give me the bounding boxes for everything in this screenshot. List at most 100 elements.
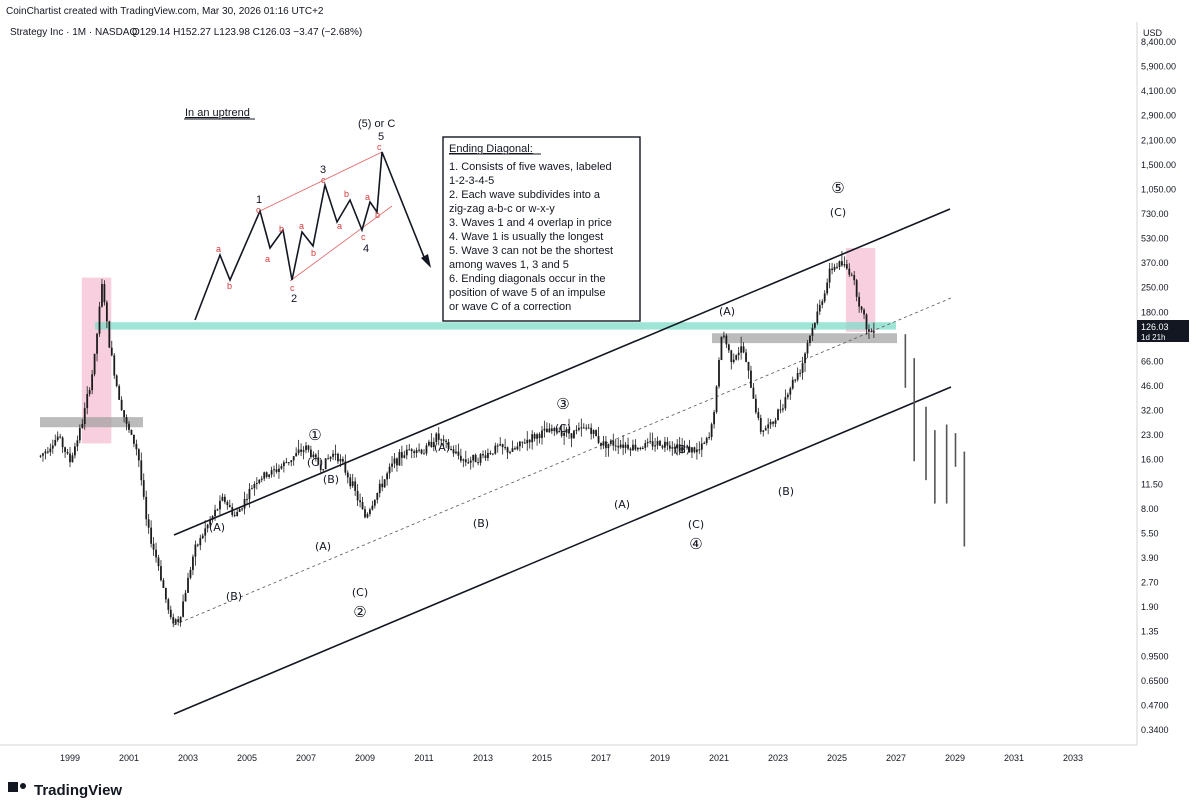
sub-letter-c: c (321, 175, 326, 185)
candle-body (64, 447, 66, 453)
candle-body (194, 544, 197, 557)
wave-degree-circle: ⑤ (831, 179, 844, 197)
candle-body (668, 445, 671, 449)
candle-body (619, 444, 622, 448)
candle-body (93, 353, 96, 375)
candle-body (634, 444, 637, 450)
candle-body (769, 421, 772, 425)
price-axis-label: 11.50 (1141, 479, 1163, 489)
diagonal-upper-line (259, 151, 383, 212)
price-axis-label: 4,100.00 (1141, 86, 1176, 96)
candle-body (295, 453, 298, 457)
candle-body (543, 428, 546, 431)
candle-body (725, 335, 728, 345)
sub-letter-a: a (299, 221, 304, 231)
candle-body (752, 387, 755, 399)
candle-body (459, 455, 462, 461)
sub-letter-b: b (311, 248, 316, 258)
candle-body (799, 372, 802, 374)
candle-body (447, 442, 450, 449)
candle-body (661, 445, 664, 448)
rule-line: 2. Each wave subdivides into a (449, 189, 601, 201)
price-axis-label: 46.00 (1141, 381, 1164, 391)
pink-highlight-zone (845, 247, 876, 332)
candle-body (477, 462, 479, 464)
price-axis-ticks[interactable]: 0.3400 0.4700 0.6500 0.9500 1.35 1.90 2.70 3.90… (1141, 37, 1176, 735)
candle-body (162, 580, 165, 588)
candle-body (858, 296, 861, 307)
candle-body (479, 454, 482, 463)
candle-body (128, 423, 130, 430)
candle-body (155, 549, 157, 558)
candle-body (457, 451, 460, 456)
inset-wave-4: 4 (363, 243, 369, 255)
candle-body (211, 516, 214, 520)
candle-body (703, 443, 706, 445)
candle-body (300, 449, 302, 452)
candle-body (135, 443, 138, 450)
wave-labels: ① (C) ② (C) ③ (C) ④ (C) ⑤ (C) (A) (B) (B) (A) (A) (B) (A… (209, 179, 846, 621)
candle-body (607, 443, 610, 449)
candle-body (516, 446, 519, 450)
candle-body (452, 449, 455, 454)
candle-body (76, 440, 79, 447)
candle-body (101, 284, 103, 307)
time-axis-ticks[interactable]: 1999 2001 2003 2005 2007 2009 2011 2013 2015 2017… (60, 753, 1083, 763)
candle-body (221, 496, 224, 501)
candle-body (509, 451, 511, 453)
candle-body (105, 302, 108, 322)
candle-body (720, 336, 723, 360)
candle-body (546, 428, 548, 433)
candle-body (654, 445, 656, 447)
candle-body (236, 511, 239, 516)
candle-body (831, 268, 833, 271)
candle-body (774, 420, 777, 424)
candle-body (246, 498, 248, 500)
wave-label: (B) (778, 485, 794, 498)
candle-body (187, 577, 189, 593)
candle-body (550, 428, 553, 432)
candle-body (558, 431, 561, 433)
wave-label: (B) (674, 443, 690, 456)
candle-body (150, 527, 153, 544)
candle-body (322, 469, 325, 471)
candle-body (78, 427, 81, 441)
bar-countdown: 1d 21h (1141, 333, 1165, 342)
candle-body (98, 306, 101, 334)
candle-body (74, 446, 76, 456)
candle-body (553, 428, 556, 432)
candle-body (784, 397, 787, 409)
candle-body (587, 427, 590, 429)
wave-degree-circle: ② (353, 603, 366, 621)
price-axis-label: 2,100.00 (1141, 135, 1176, 145)
price-axis-label: 2.70 (1141, 578, 1159, 588)
candle-body (806, 342, 809, 354)
candle-body (750, 370, 752, 388)
candle-body (425, 445, 428, 454)
candle-body (125, 417, 128, 424)
symbol-title[interactable]: Strategy Inc · 1M · NASDAQ (10, 27, 137, 38)
sub-letter-a: a (216, 244, 221, 254)
time-axis-label: 2005 (237, 753, 257, 763)
candle-body (233, 515, 236, 517)
candle-body (189, 569, 192, 578)
candle-body (440, 439, 443, 441)
candle-body (391, 463, 393, 467)
candle-body (868, 329, 870, 332)
tradingview-logo-dot (20, 783, 26, 789)
candle-body (489, 452, 492, 454)
candle-body (575, 429, 578, 431)
candle-body (641, 447, 644, 450)
candle-body (555, 428, 558, 433)
candle-body (673, 447, 676, 449)
candle-body (71, 455, 74, 463)
candle-body (501, 444, 504, 448)
candle-body (757, 412, 760, 418)
tradingview-logo[interactable]: TradingView (8, 782, 122, 799)
price-axis-label: 0.6500 (1141, 676, 1169, 686)
candle-body (423, 453, 425, 455)
candle-body (305, 445, 307, 451)
candle-body (209, 519, 212, 525)
candle-body (737, 352, 740, 356)
